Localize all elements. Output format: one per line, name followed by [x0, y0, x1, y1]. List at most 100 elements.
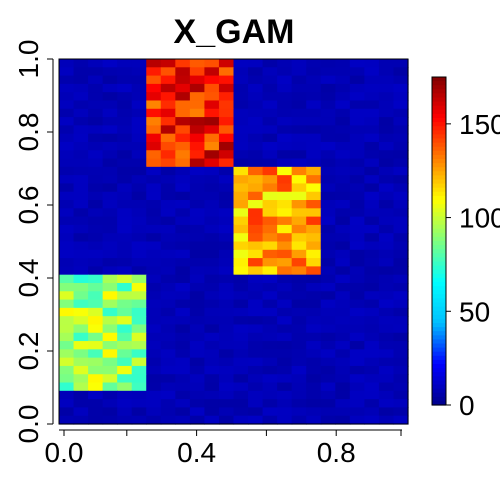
heatmap-cell — [364, 233, 379, 242]
heatmap-cell — [364, 383, 379, 392]
heatmap-cell — [88, 341, 103, 350]
heatmap-cell — [175, 76, 190, 85]
heatmap-cell — [204, 142, 219, 151]
colorbar-segment — [432, 200, 446, 205]
heatmap-cell — [277, 200, 292, 209]
heatmap-cell — [59, 308, 74, 317]
heatmap-cell — [132, 67, 147, 76]
heatmap-cell — [190, 159, 205, 168]
y-tick-label: 0.2 — [13, 332, 44, 371]
heatmap-cell — [335, 167, 350, 176]
heatmap-cell — [74, 233, 89, 242]
heatmap-cell — [379, 391, 394, 400]
heatmap-cell — [103, 59, 118, 68]
heatmap-cell — [190, 225, 205, 234]
heatmap-cell — [306, 167, 321, 176]
heatmap-cell — [292, 92, 307, 101]
heatmap-cell — [132, 275, 147, 284]
heatmap-cell — [292, 59, 307, 68]
heatmap-cell — [74, 324, 89, 333]
heatmap-cell — [161, 316, 176, 325]
heatmap-cell — [204, 250, 219, 259]
heatmap-cell — [88, 266, 103, 275]
heatmap-cell — [263, 117, 278, 126]
heatmap-cell — [306, 134, 321, 143]
heatmap-cell — [103, 358, 118, 367]
heatmap-cell — [132, 416, 147, 425]
colorbar-segment — [432, 143, 446, 148]
heatmap-cell — [364, 92, 379, 101]
heatmap-cell — [335, 192, 350, 201]
heatmap-cell — [364, 175, 379, 184]
heatmap-cell — [277, 374, 292, 383]
heatmap-cell — [263, 291, 278, 300]
x-tick-label: 0.0 — [45, 437, 84, 468]
heatmap-cell — [146, 192, 161, 201]
heatmap-cell — [248, 192, 263, 201]
heatmap-cell — [161, 407, 176, 416]
heatmap-cell — [190, 374, 205, 383]
heatmap-cell — [263, 150, 278, 159]
colorbar-segment — [432, 225, 446, 230]
heatmap-cell — [350, 208, 365, 217]
heatmap-cell — [103, 117, 118, 126]
heatmap-cell — [335, 283, 350, 292]
heatmap-cell — [74, 349, 89, 358]
heatmap-cell — [248, 76, 263, 85]
heatmap-cell — [350, 125, 365, 134]
heatmap-cell — [263, 266, 278, 275]
heatmap-cell — [321, 358, 336, 367]
heatmap-cell — [219, 399, 234, 408]
heatmap-cell — [190, 341, 205, 350]
heatmap-cell — [190, 84, 205, 93]
heatmap-cell — [190, 217, 205, 226]
heatmap-cell — [393, 59, 408, 68]
heatmap-cell — [204, 225, 219, 234]
heatmap-cell — [219, 117, 234, 126]
heatmap-cell — [88, 208, 103, 217]
heatmap-cell — [379, 100, 394, 109]
heatmap-cell — [292, 183, 307, 192]
colorbar-segment — [432, 376, 446, 381]
heatmap-cell — [321, 92, 336, 101]
heatmap-cell — [277, 399, 292, 408]
heatmap-cell — [306, 407, 321, 416]
colorbar-segment — [432, 319, 446, 324]
heatmap-cell — [234, 349, 249, 358]
heatmap-cell — [117, 59, 132, 68]
heatmap-cell — [277, 217, 292, 226]
heatmap-cell — [88, 100, 103, 109]
heatmap-cell — [306, 341, 321, 350]
heatmap-cell — [248, 416, 263, 425]
heatmap-cell — [234, 217, 249, 226]
heatmap-cell — [59, 200, 74, 209]
colorbar-segment — [432, 282, 446, 287]
heatmap-cell — [146, 324, 161, 333]
heatmap-cell — [219, 142, 234, 151]
heatmap-cell — [248, 183, 263, 192]
heatmap-cell — [103, 150, 118, 159]
heatmap-cell — [219, 192, 234, 201]
heatmap-cell — [117, 399, 132, 408]
heatmap-cell — [74, 183, 89, 192]
heatmap-cell — [379, 67, 394, 76]
heatmap-cell — [335, 308, 350, 317]
heatmap-cell — [190, 175, 205, 184]
heatmap-cell — [204, 324, 219, 333]
heatmap-cell — [117, 167, 132, 176]
heatmap-cell — [88, 142, 103, 151]
heatmap-cell — [292, 258, 307, 267]
heatmap-cell — [190, 242, 205, 251]
heatmap-cell — [277, 324, 292, 333]
heatmap-cell — [103, 100, 118, 109]
colorbar-segment — [432, 241, 446, 246]
heatmap-cell — [321, 383, 336, 392]
heatmap-cell — [161, 250, 176, 259]
heatmap-cell — [234, 391, 249, 400]
colorbar-segment — [432, 106, 446, 111]
heatmap-cell — [161, 349, 176, 358]
heatmap-cell — [277, 92, 292, 101]
heatmap-cell — [175, 316, 190, 325]
y-tick-label: 0.6 — [13, 186, 44, 225]
heatmap-cell — [204, 399, 219, 408]
